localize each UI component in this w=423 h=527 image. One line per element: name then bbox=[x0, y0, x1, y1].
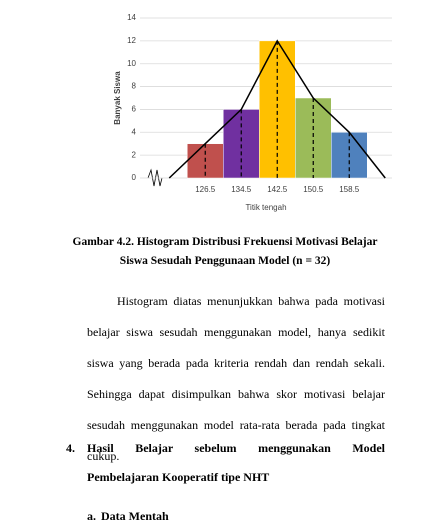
caption-line: Gambar 4.2. Histogram Distribusi Frekuen… bbox=[72, 236, 378, 248]
y-tick-label: 12 bbox=[127, 36, 136, 45]
section-number: 4. bbox=[66, 441, 75, 455]
frequency-polygon bbox=[168, 39, 386, 179]
y-axis-title: Banyak Siswa bbox=[113, 71, 122, 125]
y-tick-label: 10 bbox=[127, 59, 136, 68]
subsection-number: a. bbox=[87, 509, 96, 523]
y-tick-label: 4 bbox=[132, 127, 137, 136]
y-tick-label: 0 bbox=[132, 173, 137, 182]
y-tick-label: 6 bbox=[132, 105, 137, 114]
y-tick-label: 14 bbox=[127, 13, 136, 22]
y-tick-label: 8 bbox=[132, 82, 137, 91]
subsection-title: Data Mentah bbox=[101, 509, 169, 523]
histogram-chart: Banyak Siswa Titik tengah 0 2 4 6 8 10 12 14 126… bbox=[113, 13, 392, 212]
x-tick-label: 142.5 bbox=[267, 185, 288, 194]
x-tick-label: 150.5 bbox=[303, 185, 324, 194]
x-tick-label: 126.5 bbox=[195, 185, 216, 194]
paragraph: Histogram diatas menunjukkan bahwa pada … bbox=[87, 294, 385, 463]
section-title: Hasil Belajar sebelum menggunakan Model … bbox=[87, 441, 385, 484]
caption-line: Siswa Sesudah Penggunaan Model (n = 32) bbox=[119, 255, 331, 267]
x-axis-title: Titik tengah bbox=[245, 203, 286, 212]
y-tick-label: 2 bbox=[132, 150, 137, 159]
x-tick-label: 134.5 bbox=[231, 185, 252, 194]
x-tick-label: 158.5 bbox=[339, 185, 360, 194]
